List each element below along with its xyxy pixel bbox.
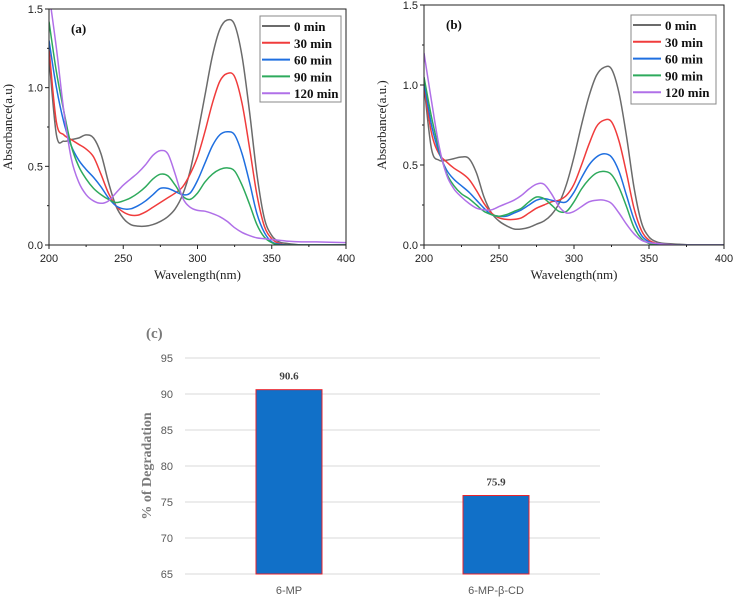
legend-item: 0 min [262,19,326,34]
bar-chart-panel-c: 65 70 75 80 85 90 95 90.6 6-MP 75.9 6-MP-β-CD % of … [140,326,600,597]
legend-label: 120 min [665,85,710,100]
y-tick-label: 90 [161,389,173,401]
x-tick-label: 400 [715,253,733,265]
y-tick-label: 1.5 [403,0,418,12]
legend-item: 30 min [633,35,704,50]
y-tick-label: 1.5 [28,4,43,16]
series-line-60-min [49,40,346,245]
y-tick-label: 70 [161,533,173,545]
bar [462,495,530,575]
legend-label: 60 min [665,52,704,67]
x-tick-label: 350 [263,253,281,265]
x-axis-title: Wavelength(nm) [530,267,617,282]
x-tick-label: 300 [565,253,583,265]
legend-label: 60 min [294,53,333,68]
y-tick-label: 0.0 [403,240,418,252]
y-tick-label: 65 [161,569,173,581]
legend-label: 30 min [665,35,704,50]
series-line-30-min [424,84,724,245]
y-tick-label: 1.0 [403,80,418,92]
bar-value-label: 90.6 [279,371,299,383]
legend-label: 120 min [294,86,339,101]
x-axis-title: Wavelength(nm) [154,267,241,282]
panel-label: (b) [446,17,462,32]
x-tick-label: 300 [188,253,206,265]
y-axis-title: % of Degradation [140,412,155,520]
series-line-90-min [49,21,346,245]
series-line-0-min [424,65,724,245]
spectrum-panel-b: 200 250 300 350 400 0.0 0.5 1.0 1.5 Wavelength(nm… [374,0,733,282]
y-tick-label: 75 [161,497,173,509]
legend-label: 90 min [294,69,333,84]
panel-label: (a) [71,21,86,36]
panel-label: (c) [146,326,163,342]
legend-item: 90 min [262,69,333,84]
bar [255,389,323,575]
x-category-label: 6-MP [276,585,302,597]
legend-label: 0 min [665,18,697,33]
legend-label: 90 min [665,68,704,83]
x-tick-label: 200 [415,253,433,265]
x-category-label: 6-MP-β-CD [468,585,524,597]
legend-label: 30 min [294,36,333,51]
x-tick-label: 400 [337,253,355,265]
series-line-120-min [424,52,724,245]
y-tick-label: 1.0 [28,83,43,95]
y-tick-label: 80 [161,461,173,473]
x-tick-label: 200 [40,253,58,265]
x-tick-label: 250 [490,253,508,265]
x-tick-label: 350 [640,253,658,265]
y-tick-label: 85 [161,425,173,437]
legend-label: 0 min [294,19,326,34]
y-axis-title: Absorbance(a.u) [0,84,15,170]
y-axis-title: Absorbance(a.u.) [374,80,389,170]
series-line-0-min [49,18,346,245]
y-tick-label: 0.5 [403,160,418,172]
legend-item: 0 min [633,18,697,33]
legend-item: 60 min [633,52,704,67]
spectrum-panel-a: 200 250 300 350 400 0.0 0.5 1.0 1.5 Wavelength(nm… [0,4,355,282]
legend-item: 120 min [262,86,339,101]
y-tick-label: 95 [161,353,173,365]
series-line-90-min [424,76,724,245]
legend-item: 90 min [633,68,704,83]
series-line-120-min [50,9,346,244]
series-line-60-min [424,81,724,245]
legend-item: 120 min [633,85,710,100]
bar-value-label: 75.9 [486,477,506,489]
legend-item: 30 min [262,36,333,51]
legend-item: 60 min [262,53,333,68]
x-tick-label: 250 [114,253,132,265]
y-tick-label: 0.0 [28,240,43,252]
y-tick-label: 0.5 [28,161,43,173]
